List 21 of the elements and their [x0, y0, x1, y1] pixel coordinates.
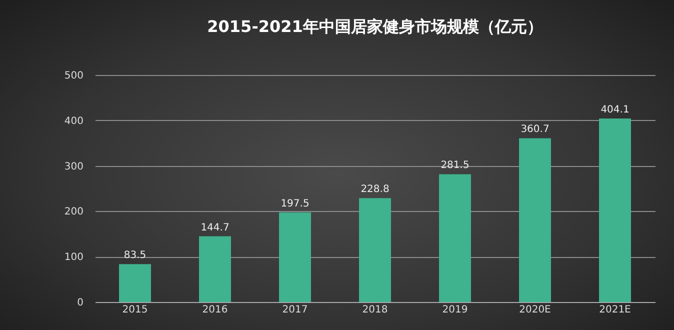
y-tick-label: 500: [64, 70, 84, 82]
x-tick-label: 2015: [122, 304, 148, 316]
chart-title: 2015-2021年中国居家健身市场规模（亿元）: [207, 17, 543, 36]
x-tick-label: 2017: [282, 304, 308, 316]
y-tick-label: 0: [77, 298, 84, 308]
data-label: 228.8: [360, 184, 390, 196]
x-tick-label: 2016: [202, 304, 228, 316]
data-label: 404.1: [600, 104, 630, 116]
data-label: 360.7: [520, 124, 550, 136]
x-tick-label: 2019: [442, 304, 468, 316]
x-tick-label: 2021E: [599, 304, 631, 316]
y-tick-label: 300: [64, 161, 84, 172]
data-label: 83.5: [124, 250, 146, 262]
y-tick-label: 400: [64, 116, 84, 127]
data-label: 197.5: [280, 198, 310, 210]
data-label: 144.7: [200, 222, 230, 234]
y-tick-label: 200: [64, 206, 84, 218]
y-tick-label: 100: [64, 252, 84, 264]
data-label: 281.5: [440, 160, 470, 172]
x-tick-label: 2018: [362, 304, 388, 316]
x-tick-label: 2020E: [519, 304, 551, 316]
